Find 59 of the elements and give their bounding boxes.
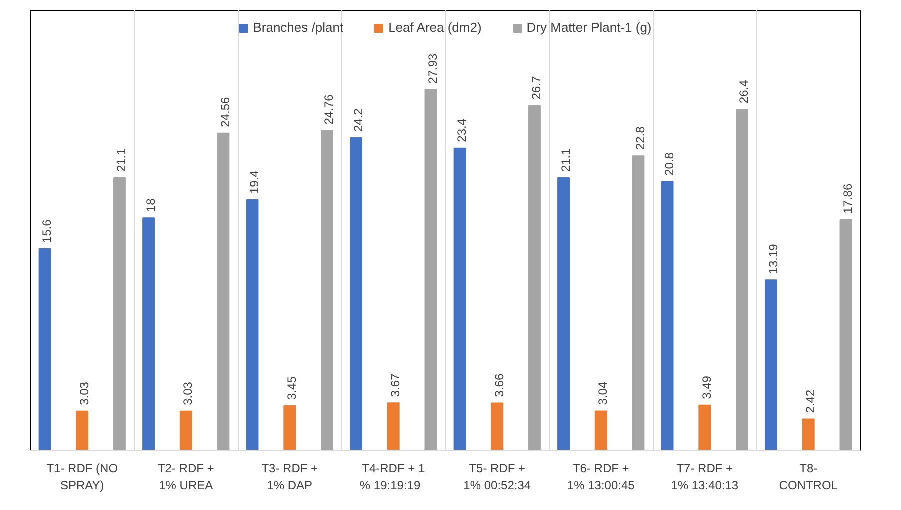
bar xyxy=(802,418,815,450)
data-label: 22.8 xyxy=(633,126,648,150)
data-label: 24.56 xyxy=(218,97,232,128)
data-label: 3.04 xyxy=(596,382,610,406)
x-tick-label: T4-RDF + 1 % 19:19:19 xyxy=(360,462,426,492)
bar xyxy=(736,109,748,450)
bar xyxy=(350,138,362,450)
x-tick-label: T3- RDF + 1% DAP xyxy=(262,462,318,492)
data-label: 20.8 xyxy=(662,152,677,176)
data-label: 3.03 xyxy=(77,382,92,406)
bar xyxy=(698,404,712,450)
x-tick-label: T8- CONTROL xyxy=(779,462,838,492)
bar xyxy=(491,402,504,450)
data-label: 24.2 xyxy=(351,108,366,132)
bar xyxy=(114,178,126,450)
bar xyxy=(246,199,259,450)
bar xyxy=(387,402,400,450)
bar xyxy=(454,148,466,450)
data-label: 15.6 xyxy=(40,219,54,244)
data-label: 3.45 xyxy=(284,376,299,400)
bar xyxy=(284,405,296,450)
bar xyxy=(38,248,52,450)
bar xyxy=(840,219,852,450)
data-label: 26.7 xyxy=(530,76,544,100)
bar xyxy=(321,130,334,450)
bar xyxy=(76,410,89,450)
data-label: 2.42 xyxy=(804,390,818,414)
bar xyxy=(558,178,570,450)
data-label: 3.66 xyxy=(492,374,506,398)
bar xyxy=(142,218,155,450)
data-label: 3.49 xyxy=(700,376,714,400)
x-tick-label: T1- RDF (NO SPRAY) xyxy=(46,462,118,492)
bar xyxy=(661,181,674,450)
bar xyxy=(217,132,230,450)
legend-label: Dry Matter Plant-1 (g) xyxy=(526,20,652,35)
bar xyxy=(632,156,645,450)
data-label: 21.1 xyxy=(114,148,129,172)
bar xyxy=(528,105,541,450)
data-label: 17.86 xyxy=(840,184,855,214)
bar xyxy=(180,410,192,450)
data-label: 3.03 xyxy=(181,382,196,406)
bar xyxy=(765,280,778,450)
x-tick-label: T6- RDF + 1% 13:00:45 xyxy=(567,462,636,492)
data-label: 26.4 xyxy=(737,80,752,104)
bar xyxy=(424,89,438,450)
x-tick-label: T2- RDF + 1% UREA xyxy=(158,462,214,492)
data-label: 27.93 xyxy=(426,53,440,84)
data-label: 21.1 xyxy=(558,148,573,172)
data-label: 24.76 xyxy=(322,94,336,125)
data-label: 23.4 xyxy=(455,118,470,142)
data-label: 18 xyxy=(144,198,158,212)
data-label: 3.67 xyxy=(388,373,403,398)
x-tick-label: T5- RDF + 1% 00:52:34 xyxy=(464,462,532,492)
x-tick-label: T7- RDF + 1% 13:40:13 xyxy=(671,462,739,492)
legend-label: Leaf Area (dm2) xyxy=(388,20,482,35)
data-label: 19.4 xyxy=(248,170,262,194)
legend-label: Branches /plant xyxy=(253,20,344,35)
data-label: 13.19 xyxy=(766,244,780,274)
bar xyxy=(594,410,608,450)
